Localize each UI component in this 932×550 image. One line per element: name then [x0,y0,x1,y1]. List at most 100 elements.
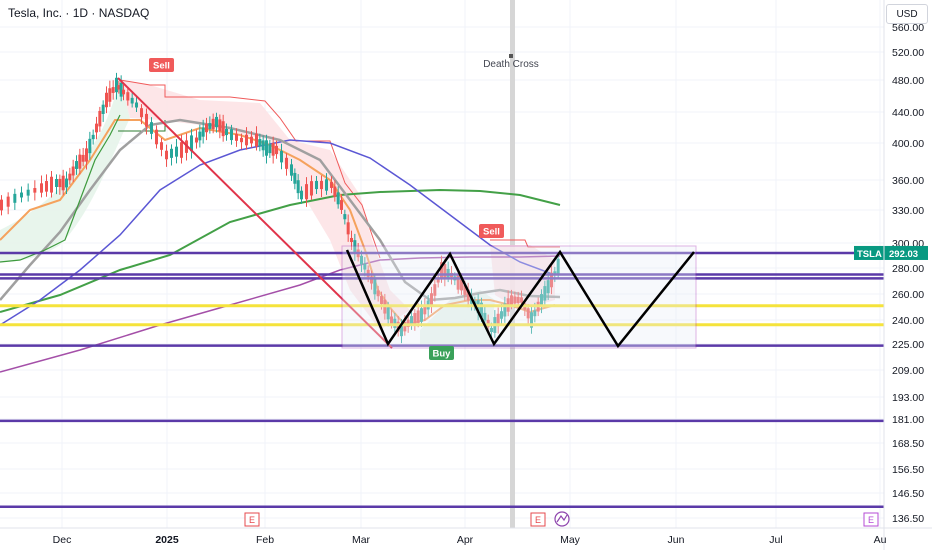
sell-signal-label-bg [149,58,174,72]
candle-body [315,180,318,190]
descending-trendline [117,77,393,349]
ema-blue-line [0,139,556,326]
candle-body [490,327,493,333]
candle-body [105,92,108,108]
candle-body [61,175,65,191]
candle-body [386,307,390,320]
y-tick-label: 209.00 [892,365,924,377]
candle-body [88,138,92,154]
candle-body [98,110,102,127]
candle-body [483,312,487,321]
candle-body [556,258,560,275]
candle-body [198,131,202,141]
candle-body [50,176,53,193]
candle-body [271,142,275,156]
candle-body [255,133,258,147]
candle-body [320,180,323,190]
sell-signal-label: Sell [483,227,500,238]
candle-body [310,181,313,196]
candle-body [268,144,272,154]
candle-body [175,146,178,157]
earnings-icon [863,512,879,527]
candle-body [165,150,168,160]
candle-body [258,138,262,147]
candle-body [230,129,233,141]
candle-body [416,310,420,323]
candle-body [530,312,533,328]
x-tick-label: Apr [457,534,474,546]
y-tick-label: 136.50 [892,513,924,525]
x-tick-label: Feb [256,534,274,546]
y-tick-label: 168.50 [892,438,924,450]
candle-body [513,296,517,304]
candle-body [126,92,130,101]
candle-body [343,214,347,220]
candle-body [346,222,350,235]
earnings-icon-label: E [535,515,541,525]
death-cross-marker [509,54,513,58]
candle-body [300,190,303,200]
candle-body [81,154,85,162]
candle-body [40,183,43,193]
candle-body [433,284,437,296]
candle-body [95,123,98,133]
candle-body [410,316,413,324]
candle-body [218,119,222,132]
candle-body [533,310,537,317]
candle-body [480,302,483,318]
candle-body [250,136,253,144]
y-tick-label: 146.50 [892,488,924,500]
candle-body [460,279,463,291]
death-cross-label: Death Cross [483,59,539,70]
candle-body [390,316,393,324]
candle-body [208,123,212,129]
buy-signal-label: Buy [433,349,452,360]
symbol-tag [854,245,884,260]
candle-body [201,127,205,137]
candle-body [55,179,58,187]
candle-body [353,240,357,254]
candle-body [325,179,328,191]
last-price-tag [884,245,928,260]
candle-body [360,255,363,265]
ema-green-fast-line [0,114,121,263]
candle-body [370,276,373,284]
ema-gray-line [0,118,561,302]
candle-body [6,196,10,207]
zigzag-projection [345,249,695,349]
y-tick-label: 240.00 [892,315,924,327]
candle-body [280,150,283,163]
candle-body [58,178,62,188]
y-tick-label: 520.00 [892,47,924,59]
candle-body [400,323,403,337]
candle-body [305,184,308,200]
range-box [341,245,697,349]
currency-button[interactable]: USD [886,4,928,24]
y-tick-label: 260.00 [892,289,924,301]
candle-body [235,133,238,141]
earnings-icon [244,512,260,527]
candle-body [117,85,121,90]
candle-body [380,296,383,304]
candle-body [293,172,297,184]
candle-body [68,173,72,181]
candle-body [463,285,467,295]
candle-body [108,88,112,102]
candle-body [363,263,367,270]
candle-body [413,313,417,324]
candle-body [440,262,443,278]
y-tick-label: 360.00 [892,175,924,187]
candle-body [546,280,550,294]
candle-body [443,263,447,280]
candle-body [516,296,520,304]
candle-body [150,122,153,134]
candle-body [503,303,507,317]
candle-body [71,166,75,176]
candle-body [0,199,3,211]
candle-body [190,135,193,152]
dividend-icon-glyph [556,514,568,523]
candle-body [130,97,134,104]
candle-body [195,137,198,143]
candle-body [85,148,88,162]
